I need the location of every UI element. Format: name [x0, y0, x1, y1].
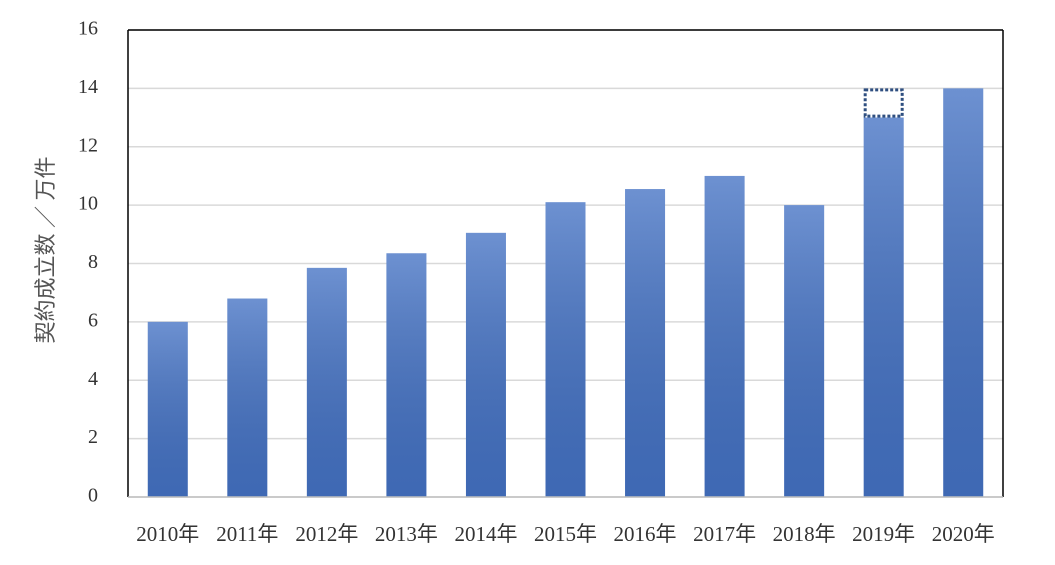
x-tick-label: 2015年 [534, 522, 597, 546]
y-tick-label: 6 [88, 309, 98, 331]
bar-shade [386, 253, 427, 497]
x-tick-label: 2010年 [136, 522, 199, 546]
x-tick-label: 2016年 [614, 522, 677, 546]
bar-shade [147, 321, 188, 497]
bar-shade [306, 267, 347, 497]
y-tick-label: 8 [88, 251, 98, 273]
y-axis-label: 契約成立数 ／ 万件 [33, 156, 58, 343]
x-tick-label: 2018年 [773, 522, 836, 546]
bar-shade [784, 205, 825, 497]
bar-shade [943, 88, 984, 497]
bar-shade [227, 298, 268, 497]
bar-shade [863, 117, 904, 497]
dotted-segment [863, 88, 904, 118]
y-tick-label: 0 [88, 485, 98, 507]
y-tick-label: 14 [78, 76, 98, 98]
y-tick-label: 10 [78, 193, 98, 215]
bar-shade [465, 232, 506, 497]
bar-shade [625, 189, 666, 497]
y-tick-label: 4 [88, 368, 98, 390]
y-tick-label: 16 [78, 18, 98, 40]
bar-shade [545, 202, 586, 498]
x-tick-label: 2014年 [454, 522, 517, 546]
x-tick-label: 2011年 [216, 522, 278, 546]
bar-shade [704, 175, 745, 497]
x-tick-label: 2013年 [375, 522, 438, 546]
x-tick-label: 2017年 [693, 522, 756, 546]
y-tick-label: 12 [78, 134, 98, 156]
x-tick-label: 2012年 [295, 522, 358, 546]
x-tick-label: 2020年 [932, 522, 995, 546]
x-tick-label: 2019年 [852, 522, 915, 546]
y-tick-label: 2 [88, 426, 98, 448]
